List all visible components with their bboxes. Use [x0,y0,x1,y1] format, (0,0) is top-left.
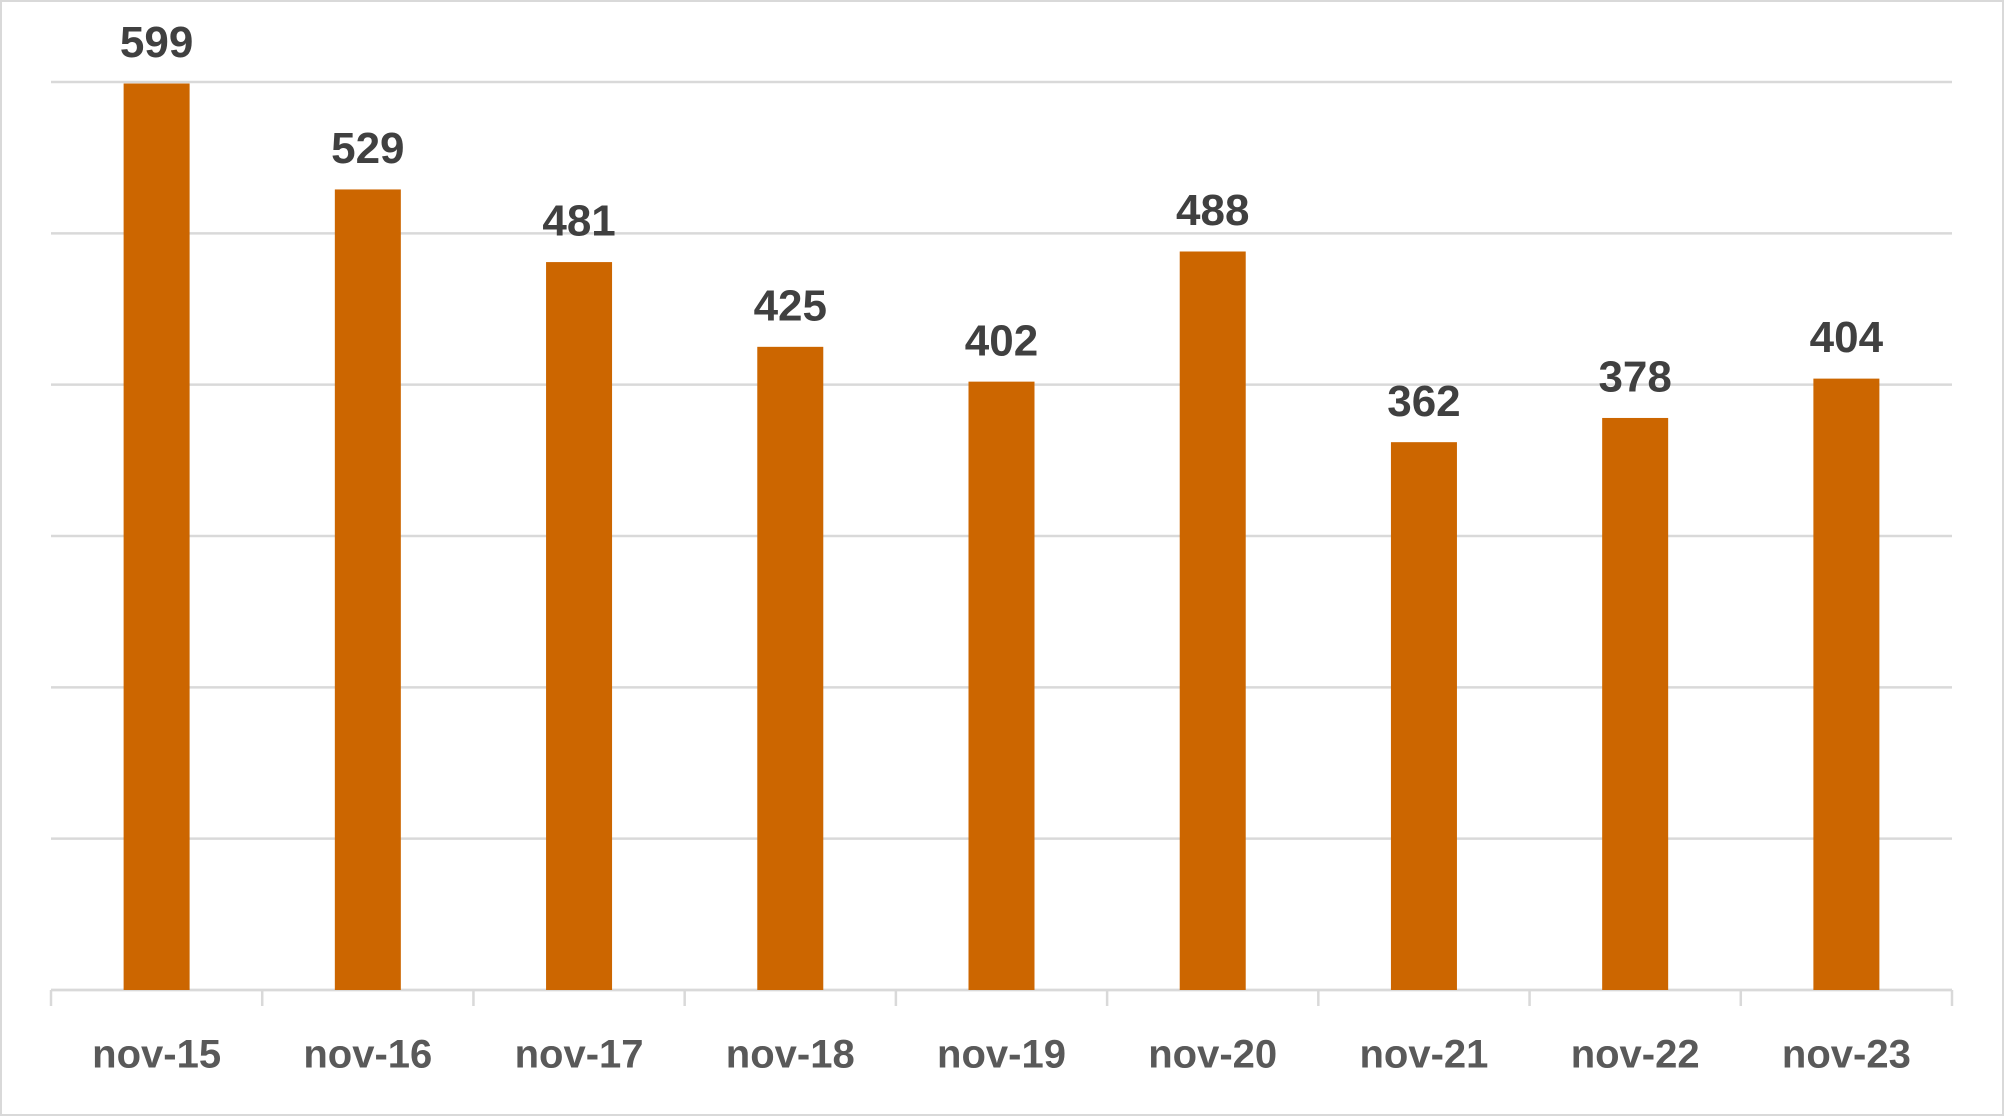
bar [1390,442,1457,990]
x-tick-label: nov-16 [303,1033,432,1077]
data-label: 402 [965,316,1038,365]
x-tick-label: nov-17 [515,1033,644,1077]
data-label: 481 [542,197,615,246]
data-label: 529 [331,124,404,173]
bar [1602,417,1669,991]
data-label: 404 [1810,313,1884,362]
data-label: 362 [1387,377,1460,426]
x-tick-label: nov-15 [92,1033,221,1077]
data-label: 378 [1598,353,1671,402]
data-label: 599 [120,18,193,67]
x-tick-label: nov-18 [726,1033,855,1077]
bar [1813,378,1880,990]
bar [546,262,613,990]
x-tick-label: nov-19 [937,1033,1066,1077]
bar [1179,251,1246,990]
data-label: 425 [754,281,827,330]
bar [757,346,824,990]
data-label: 488 [1176,186,1249,235]
bar [123,83,190,991]
x-tick-label: nov-23 [1782,1033,1911,1077]
x-tick-label: nov-21 [1359,1033,1488,1077]
bar [968,381,1035,990]
x-tick-label: nov-20 [1148,1033,1277,1077]
x-tick-label: nov-22 [1571,1033,1700,1077]
bar [334,189,401,991]
